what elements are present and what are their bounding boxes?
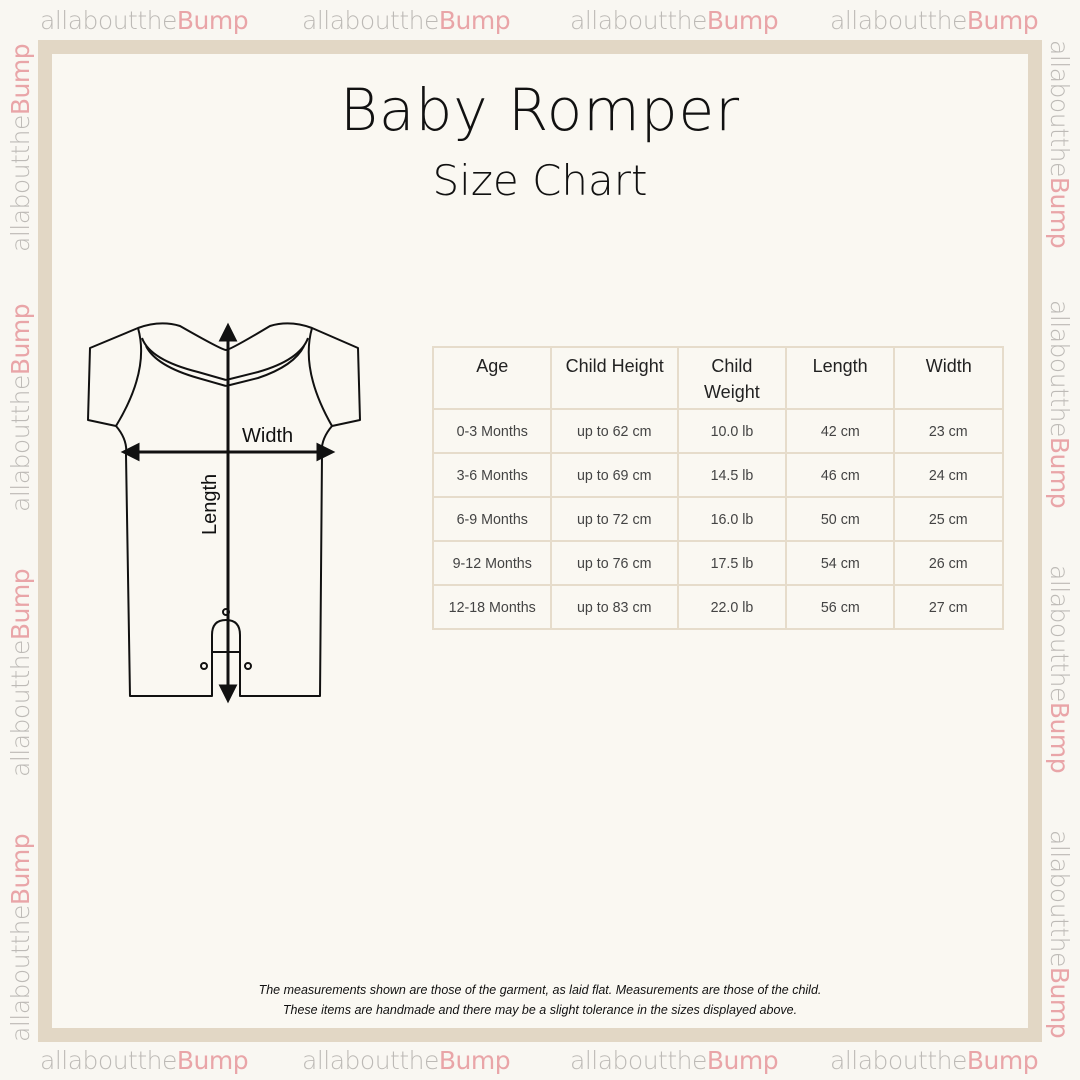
- watermark-logo: allabouttheBump: [6, 568, 35, 777]
- table-header-row: Age Child Height Child Weight Length Wid…: [431, 346, 1004, 410]
- table-cell: 12-18 Months: [435, 584, 550, 630]
- table-cell: up to 76 cm: [553, 540, 676, 586]
- table-cell: 23 cm: [896, 408, 1002, 454]
- table-cell: 50 cm: [787, 496, 893, 542]
- table-cell: 22.0 lb: [679, 584, 785, 630]
- watermark-logo: allabouttheBump: [570, 6, 779, 35]
- table-row: 9-12 Months up to 76 cm 17.5 lb 54 cm 26 cm: [433, 540, 1003, 586]
- table-cell: up to 83 cm: [553, 584, 676, 630]
- table-cell: 9-12 Months: [435, 540, 550, 586]
- watermark-logo: allabouttheBump: [1045, 300, 1074, 509]
- table-cell: up to 62 cm: [553, 408, 676, 454]
- table-cell: 54 cm: [787, 540, 893, 586]
- table-cell: 27 cm: [896, 584, 1002, 630]
- table-cell: 42 cm: [787, 408, 893, 454]
- note-line-2: These items are handmade and there may b…: [282, 1003, 798, 1017]
- header-child-height: Child Height: [550, 346, 679, 410]
- table-cell: 17.5 lb: [679, 540, 785, 586]
- disclaimer-note: The measurements shown are those of the …: [0, 980, 1080, 1020]
- note-line-1: The measurements shown are those of the …: [258, 983, 822, 997]
- romper-outline: [87, 322, 361, 697]
- page-title: Baby Romper: [339, 76, 741, 144]
- table-cell: up to 72 cm: [553, 496, 676, 542]
- size-table: Age Child Height Child Weight Length Wid…: [431, 346, 1004, 630]
- table-cell: 24 cm: [896, 452, 1002, 498]
- watermark-logo: allabouttheBump: [830, 1046, 1039, 1075]
- table-cell: 3-6 Months: [435, 452, 550, 498]
- watermark-logo: allabouttheBump: [40, 6, 249, 35]
- table-cell: 14.5 lb: [679, 452, 785, 498]
- table-cell: 56 cm: [787, 584, 893, 630]
- romper-diagram: Width Length: [87, 322, 361, 704]
- table-cell: 26 cm: [896, 540, 1002, 586]
- watermark-logo: allabouttheBump: [830, 6, 1039, 35]
- watermark-logo: allabouttheBump: [570, 1046, 779, 1075]
- table-row: 12-18 Months up to 83 cm 22.0 lb 56 cm 27 cm: [433, 584, 1003, 630]
- table-row: 0-3 Months up to 62 cm 10.0 lb 42 cm 23 cm: [433, 408, 1003, 454]
- page-subtitle: Size Chart: [432, 156, 648, 205]
- watermark-logo: allabouttheBump: [1045, 565, 1074, 774]
- header-width: Width: [893, 346, 1004, 410]
- table-cell: 10.0 lb: [679, 408, 785, 454]
- table-row: 3-6 Months up to 69 cm 14.5 lb 46 cm 24 cm: [433, 452, 1003, 498]
- header-age: Age: [431, 346, 553, 410]
- watermark-logo: allabouttheBump: [6, 303, 35, 512]
- length-label: Length: [199, 474, 221, 535]
- watermark-logo: allabouttheBump: [1045, 40, 1074, 249]
- watermark-logo: allabouttheBump: [40, 1046, 249, 1075]
- table-cell: 16.0 lb: [679, 496, 785, 542]
- watermark-logo: allabouttheBump: [302, 6, 511, 35]
- table-cell: 6-9 Months: [435, 496, 550, 542]
- table-cell: 25 cm: [896, 496, 1002, 542]
- header-length: Length: [784, 346, 896, 410]
- table-row: 6-9 Months up to 72 cm 16.0 lb 50 cm 25 cm: [433, 496, 1003, 542]
- watermark-logo: allabouttheBump: [302, 1046, 511, 1075]
- table-cell: 46 cm: [787, 452, 893, 498]
- table-cell: up to 69 cm: [553, 452, 676, 498]
- width-label: Width: [242, 425, 293, 447]
- header-child-weight: Child Weight: [676, 346, 787, 410]
- table-cell: 0-3 Months: [435, 408, 550, 454]
